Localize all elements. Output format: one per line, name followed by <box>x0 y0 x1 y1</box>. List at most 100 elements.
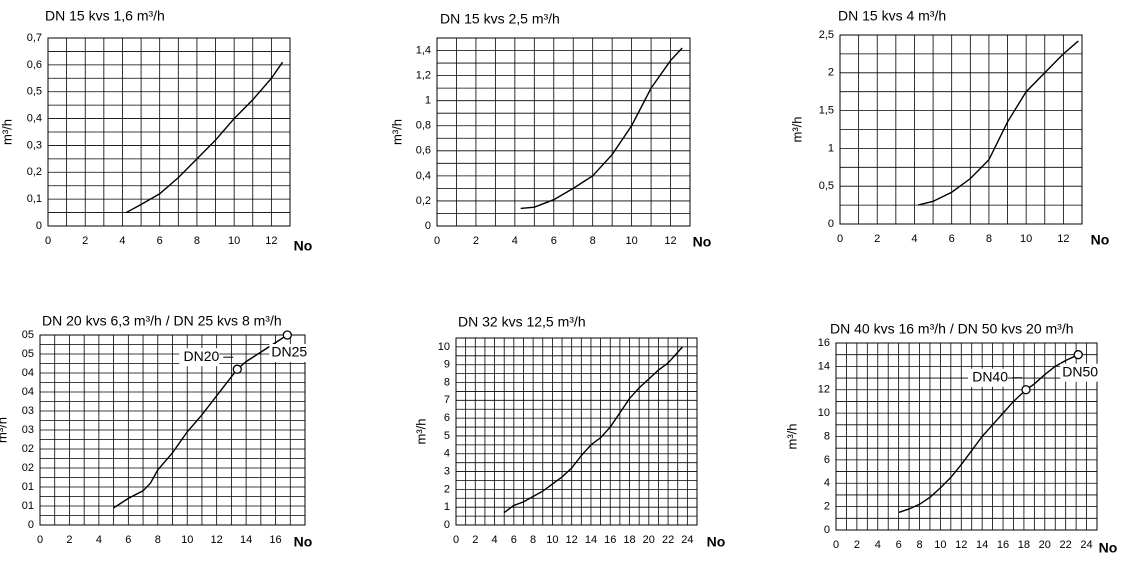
marker <box>1073 350 1083 360</box>
y-tick-label: 01 <box>22 500 34 512</box>
marker <box>232 364 242 374</box>
marker <box>282 330 292 340</box>
y-tick-label: 1 <box>828 142 834 154</box>
x-tick-label: 12 <box>955 539 967 551</box>
y-tick-label: 03 <box>22 424 34 436</box>
annotation: DN40 <box>972 368 1008 384</box>
y-tick-label: 16 <box>818 337 830 349</box>
x-tick-label: 0 <box>37 534 43 546</box>
y-tick-label: 04 <box>22 367 34 379</box>
y-tick-label: 10 <box>818 407 830 419</box>
y-tick-label: 7 <box>444 394 450 406</box>
x-tick-label: 0 <box>453 534 459 546</box>
x-tick-label: 4 <box>875 539 881 551</box>
y-tick-label: 0 <box>28 519 34 531</box>
curve <box>520 47 683 210</box>
x-tick-label: 20 <box>1039 539 1051 551</box>
x-tick-label: 24 <box>681 534 693 546</box>
y-tick-label: 05 <box>22 348 34 360</box>
x-tick-label: 2 <box>854 539 860 551</box>
x-tick-label: 8 <box>530 534 536 546</box>
y-tick-label: 8 <box>444 376 450 388</box>
x-tick-label: 20 <box>643 534 655 546</box>
x-tick-label: 24 <box>1080 539 1092 551</box>
y-tick-label: 0,8 <box>416 120 431 132</box>
x-tick-label: 10 <box>546 534 558 546</box>
x-tick-label: 4 <box>119 235 125 247</box>
y-tick-label: 1,5 <box>819 105 834 117</box>
y-tick-label: 0,6 <box>416 145 431 157</box>
x-tick-label: 2 <box>82 235 88 247</box>
x-tick-label: 10 <box>625 235 637 247</box>
x-tick-label: 12 <box>265 235 277 247</box>
chart: DN 15 kvs 2,5 m³/h m³/h No 0 2 4 6 8 10 12 0 0,2 0,4… <box>389 11 711 250</box>
x-tick-label: 14 <box>240 534 252 546</box>
label-bg <box>269 344 310 362</box>
y-tick-label: 0,5 <box>819 180 834 192</box>
y-tick-label: 6 <box>444 412 450 424</box>
y-tick-label: 0 <box>444 519 450 531</box>
x-tick-label: 12 <box>211 534 223 546</box>
x-tick-label: 14 <box>976 539 988 551</box>
label-bg <box>968 368 1009 387</box>
curve <box>918 40 1079 206</box>
y-tick-label: 0,1 <box>27 193 42 205</box>
x-tick-label: 6 <box>896 539 902 551</box>
x-tick-label: 14 <box>585 534 597 546</box>
x-tick-label: 0 <box>837 233 843 245</box>
chart-title: DN 40 kvs 16 m³/h / DN 50 kvs 20 m³/h <box>830 321 1074 337</box>
curve <box>898 354 1079 514</box>
y-tick-label: 0,5 <box>27 86 42 98</box>
y-axis-label: m³/h <box>389 119 404 145</box>
x-tick-label: 6 <box>949 233 955 245</box>
y-tick-label: 3 <box>444 465 450 477</box>
x-tick-label: 12 <box>566 534 578 546</box>
x-axis-label: No <box>294 238 313 254</box>
y-axis-label: m³/h <box>413 419 428 445</box>
x-tick-label: 18 <box>1018 539 1030 551</box>
x-tick-label: 6 <box>125 534 131 546</box>
chart-title: DN 15 kvs 1,6 m³/h <box>45 8 165 24</box>
x-tick-label: 8 <box>155 534 161 546</box>
marker <box>1021 385 1031 395</box>
y-axis-label: m³/h <box>789 117 804 143</box>
plot-frame <box>39 334 306 526</box>
plot-frame <box>835 342 1098 531</box>
chart: DN 20 kvs 6,3 m³/h / DN 25 kvs 8 m³/h m³/… <box>0 313 312 550</box>
x-tick-label: 2 <box>66 534 72 546</box>
y-tick-label: 0,4 <box>416 170 431 182</box>
y-tick-label: 0,2 <box>416 195 431 207</box>
x-tick-label: 0 <box>434 235 440 247</box>
x-axis-label: No <box>294 534 313 550</box>
x-tick-label: 22 <box>1060 539 1072 551</box>
y-tick-label: 1,2 <box>416 70 431 82</box>
chart-title: DN 20 kvs 6,3 m³/h / DN 25 kvs 8 m³/h <box>42 313 282 329</box>
y-tick-label: 14 <box>818 360 830 372</box>
annotation: DN25 <box>271 344 307 360</box>
y-tick-label: 0,4 <box>27 112 42 124</box>
chart: DN 40 kvs 16 m³/h / DN 50 kvs 20 m³/h m³/… <box>784 321 1117 556</box>
y-axis-label: m³/h <box>0 417 9 443</box>
y-tick-label: 9 <box>444 359 450 371</box>
plot-frame <box>436 37 691 227</box>
y-tick-label: 0,2 <box>27 166 42 178</box>
y-tick-label: 6 <box>824 454 830 466</box>
y-tick-label: 03 <box>22 405 34 417</box>
y-tick-label: 0 <box>828 218 834 230</box>
y-tick-label: 12 <box>818 384 830 396</box>
x-tick-label: 18 <box>623 534 635 546</box>
y-tick-label: 0,7 <box>27 32 42 44</box>
plot-frame <box>455 337 698 526</box>
y-tick-label: 4 <box>444 448 450 460</box>
x-tick-label: 0 <box>45 235 51 247</box>
x-tick-label: 16 <box>997 539 1009 551</box>
y-tick-label: 1,4 <box>416 44 431 56</box>
chart-title: DN 15 kvs 2,5 m³/h <box>440 11 560 27</box>
curve <box>125 61 284 214</box>
curve <box>503 346 684 514</box>
x-tick-label: 4 <box>96 534 102 546</box>
x-tick-label: 6 <box>551 235 557 247</box>
y-tick-label: 10 <box>438 341 450 353</box>
x-tick-label: 4 <box>491 534 497 546</box>
